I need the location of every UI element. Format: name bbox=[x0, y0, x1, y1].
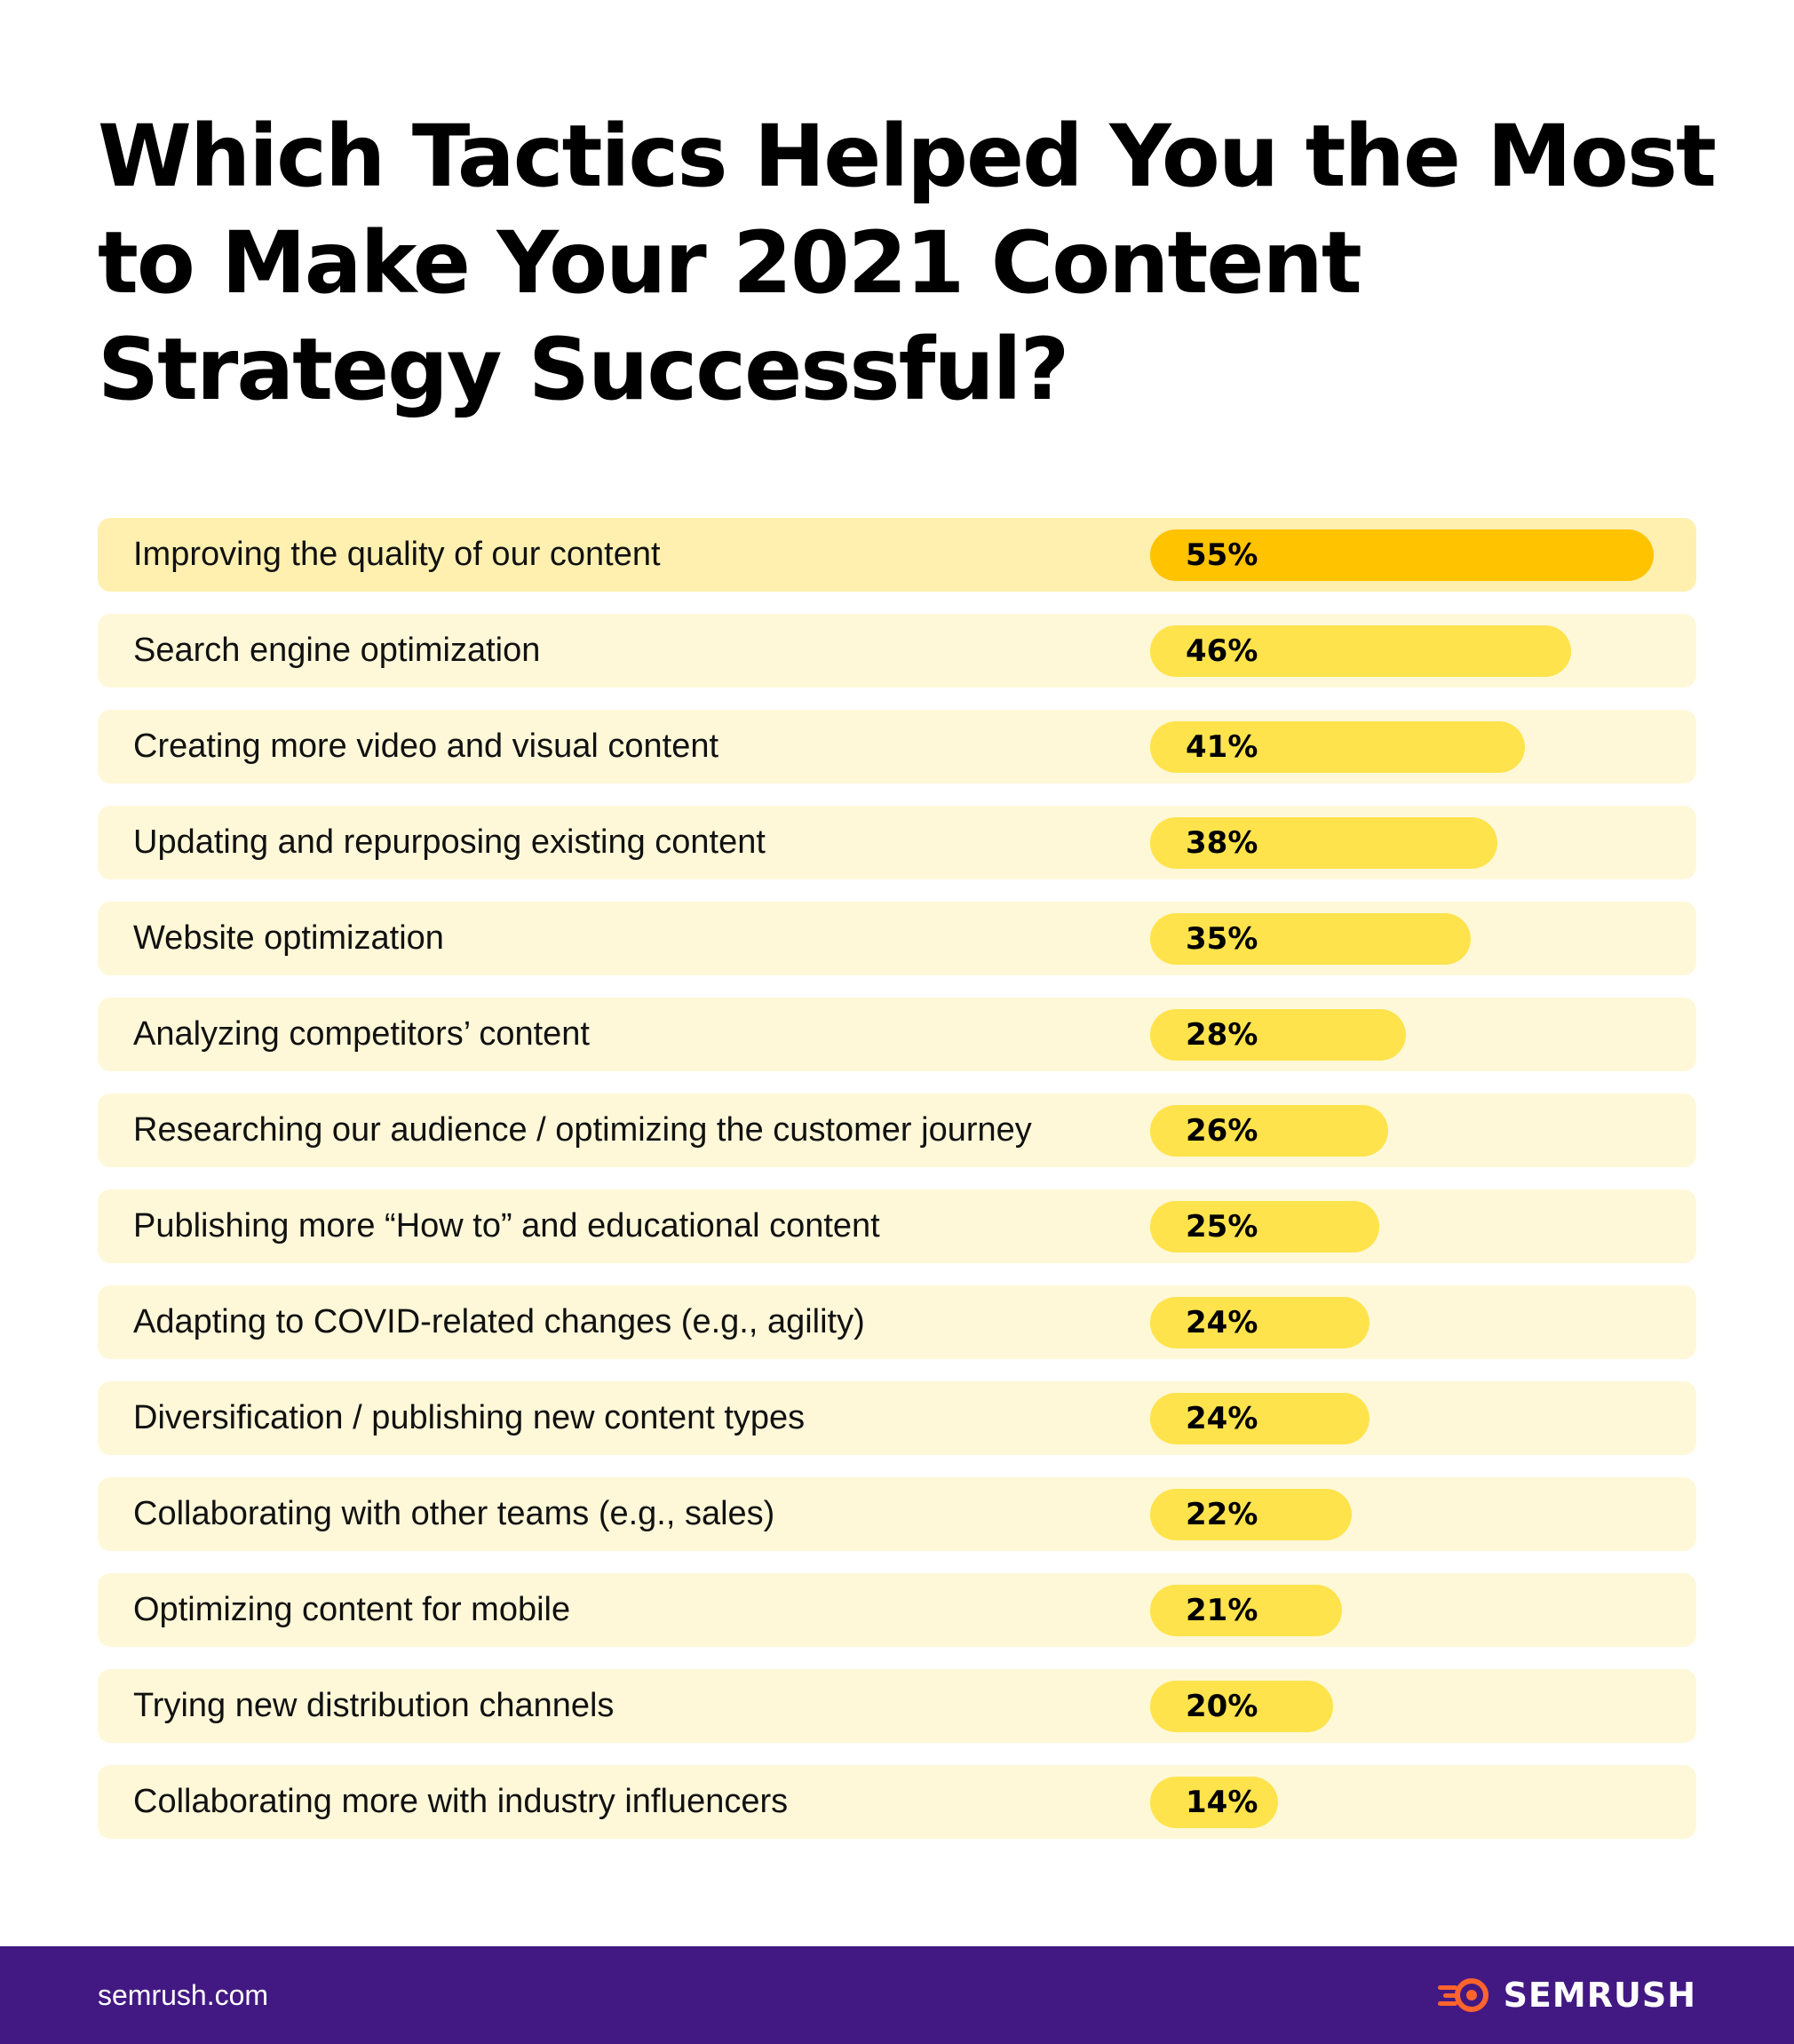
chart-row: Search engine optimization 46% bbox=[98, 614, 1696, 688]
chart-row: Collaborating with other teams (e.g., sa… bbox=[98, 1477, 1696, 1551]
chart-row: Researching our audience / optimizing th… bbox=[98, 1094, 1696, 1167]
data-label: 24% bbox=[1186, 1305, 1258, 1340]
footer-url: semrush.com bbox=[98, 1979, 269, 2011]
bar: 14% bbox=[1150, 1777, 1278, 1828]
data-label: 38% bbox=[1186, 825, 1258, 861]
footer: semrush.com SEMRUSH bbox=[0, 1946, 1794, 2044]
bar: 25% bbox=[1150, 1201, 1379, 1253]
category-label: Improving the quality of our content bbox=[133, 536, 661, 573]
chart-title-line: Which Tactics Helped You the Most bbox=[98, 107, 1717, 206]
bar: 55% bbox=[1150, 529, 1654, 581]
chart-row: Website optimization 35% bbox=[98, 902, 1696, 975]
category-label: Collaborating with other teams (e.g., sa… bbox=[133, 1495, 775, 1532]
data-label: 26% bbox=[1186, 1113, 1258, 1149]
brand-name: SEMRUSH bbox=[1503, 1976, 1696, 2015]
bar: 20% bbox=[1150, 1681, 1333, 1732]
chart-row: Collaborating more with industry influen… bbox=[98, 1765, 1696, 1839]
bar: 21% bbox=[1150, 1585, 1342, 1636]
bar: 22% bbox=[1150, 1489, 1352, 1540]
bar: 41% bbox=[1150, 721, 1525, 773]
category-label: Publishing more “How to” and educational… bbox=[133, 1207, 880, 1245]
chart-title: Which Tactics Helped You the Most to Mak… bbox=[98, 103, 1717, 423]
category-label: Collaborating more with industry influen… bbox=[133, 1783, 789, 1820]
semrush-fire-icon bbox=[1437, 1978, 1488, 2012]
bar: 35% bbox=[1150, 913, 1471, 965]
chart-row: Improving the quality of our content 55% bbox=[98, 518, 1696, 592]
data-label: 22% bbox=[1186, 1497, 1258, 1532]
data-label: 35% bbox=[1186, 921, 1258, 957]
brand-logo: SEMRUSH bbox=[1436, 1946, 1696, 2044]
chart-title-line: Strategy Successful? bbox=[98, 320, 1069, 419]
bar: 28% bbox=[1150, 1009, 1406, 1061]
category-label: Optimizing content for mobile bbox=[133, 1591, 571, 1628]
chart-title-line: to Make Your 2021 Content bbox=[98, 213, 1362, 313]
data-label: 28% bbox=[1186, 1017, 1258, 1053]
data-label: 14% bbox=[1186, 1785, 1258, 1820]
data-label: 20% bbox=[1186, 1689, 1258, 1724]
category-label: Creating more video and visual content bbox=[133, 728, 719, 765]
data-label: 24% bbox=[1186, 1401, 1258, 1436]
data-label: 41% bbox=[1186, 729, 1258, 765]
data-label: 46% bbox=[1186, 633, 1258, 669]
chart-row: Publishing more “How to” and educational… bbox=[98, 1189, 1696, 1263]
chart-row: Analyzing competitors’ content 28% bbox=[98, 998, 1696, 1071]
data-label: 55% bbox=[1186, 537, 1258, 573]
bar: 46% bbox=[1150, 625, 1571, 677]
data-label: 25% bbox=[1186, 1209, 1258, 1245]
chart-row: Creating more video and visual content 41… bbox=[98, 710, 1696, 783]
chart-row: Optimizing content for mobile 21% bbox=[98, 1573, 1696, 1647]
category-label: Website optimization bbox=[133, 919, 444, 957]
category-label: Analyzing competitors’ content bbox=[133, 1015, 590, 1053]
chart-row: Trying new distribution channels 20% bbox=[98, 1669, 1696, 1743]
chart-row: Updating and repurposing existing conten… bbox=[98, 806, 1696, 879]
bar-chart: Improving the quality of our content 55% S… bbox=[98, 518, 1696, 1861]
bar: 26% bbox=[1150, 1105, 1388, 1157]
bar: 24% bbox=[1150, 1393, 1369, 1444]
bar: 24% bbox=[1150, 1297, 1369, 1348]
data-label: 21% bbox=[1186, 1593, 1258, 1628]
category-label: Updating and repurposing existing conten… bbox=[133, 823, 766, 861]
category-label: Adapting to COVID-related changes (e.g.,… bbox=[133, 1303, 865, 1340]
chart-row: Diversification / publishing new content… bbox=[98, 1381, 1696, 1455]
category-label: Diversification / publishing new content… bbox=[133, 1399, 806, 1436]
chart-row: Adapting to COVID-related changes (e.g.,… bbox=[98, 1285, 1696, 1359]
category-label: Trying new distribution channels bbox=[133, 1687, 615, 1724]
category-label: Researching our audience / optimizing th… bbox=[133, 1111, 1032, 1149]
category-label: Search engine optimization bbox=[133, 632, 541, 669]
bar: 38% bbox=[1150, 817, 1497, 869]
